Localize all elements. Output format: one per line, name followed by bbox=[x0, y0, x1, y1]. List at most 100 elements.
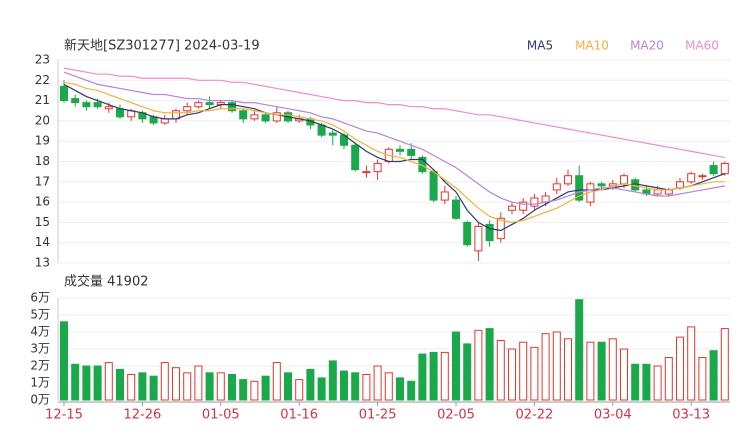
candle-body bbox=[60, 85, 68, 102]
x-tick-label: 02-22 bbox=[516, 408, 554, 423]
volume-bar bbox=[317, 377, 326, 401]
volume-bar bbox=[228, 374, 236, 401]
candle-body bbox=[116, 108, 124, 118]
y-tick-label: 3万 bbox=[30, 342, 50, 356]
y-tick-label: 21 bbox=[35, 93, 50, 107]
candle-body bbox=[474, 225, 483, 252]
y-tick-label: 18 bbox=[35, 154, 50, 168]
volume-bar bbox=[396, 377, 404, 401]
y-tick-label: 1万 bbox=[30, 376, 50, 390]
candle-body bbox=[552, 183, 561, 191]
y-tick-label: 13 bbox=[35, 256, 50, 270]
y-tick-label: 19 bbox=[35, 134, 50, 148]
volume-bar bbox=[183, 372, 192, 401]
y-tick-label: 0万 bbox=[30, 393, 50, 407]
volume-bar bbox=[239, 379, 248, 401]
candle-body bbox=[452, 199, 460, 219]
candle-body bbox=[575, 175, 584, 201]
candle-body bbox=[71, 98, 80, 104]
volume-bar bbox=[698, 357, 707, 401]
x-tick-label: 12-15 bbox=[45, 408, 83, 423]
candle-body bbox=[463, 221, 472, 246]
volume-bar bbox=[160, 362, 169, 401]
candle-body bbox=[239, 110, 248, 120]
volume-bar bbox=[642, 363, 651, 401]
volume-bar bbox=[272, 362, 281, 401]
x-tick-label: 03-04 bbox=[594, 408, 632, 423]
y-tick-label: 16 bbox=[35, 195, 50, 209]
candle-body bbox=[228, 102, 236, 112]
chart-title: 新天地[SZ301277] 2024-03-19 bbox=[64, 38, 260, 54]
y-tick-label: 22 bbox=[35, 73, 50, 87]
candle-body bbox=[709, 165, 718, 175]
volume-bar bbox=[463, 343, 472, 401]
volume-bar bbox=[530, 346, 539, 401]
volume-bar bbox=[575, 299, 584, 401]
legend-label: MA60 bbox=[685, 39, 719, 53]
candle-body bbox=[698, 175, 707, 178]
volume-bar bbox=[552, 331, 561, 401]
volume-bar bbox=[340, 370, 348, 401]
candle-body bbox=[429, 171, 438, 201]
x-tick-label: 02-05 bbox=[437, 408, 475, 423]
ma-line bbox=[63, 83, 726, 232]
volume-bar bbox=[328, 360, 337, 401]
candle-body bbox=[183, 106, 192, 112]
y-tick-label: 5万 bbox=[30, 308, 50, 322]
candle-body bbox=[530, 197, 539, 207]
volume-bar bbox=[60, 321, 68, 401]
candle-body bbox=[328, 132, 337, 136]
volume-bar bbox=[284, 372, 292, 401]
volume-bar bbox=[407, 380, 416, 401]
volume-bar bbox=[205, 372, 214, 401]
volume-bar bbox=[519, 341, 528, 401]
volume-bar bbox=[676, 336, 684, 401]
volume-bar bbox=[216, 372, 225, 401]
candle-body bbox=[519, 201, 528, 211]
candle-body bbox=[653, 189, 662, 195]
volume-bar bbox=[474, 329, 483, 401]
volume-bar bbox=[564, 338, 572, 401]
y-tick-label: 4万 bbox=[30, 325, 50, 339]
volume-bar bbox=[620, 348, 628, 401]
candle-body bbox=[261, 114, 270, 122]
volume-bar bbox=[149, 375, 158, 401]
ma-line bbox=[63, 71, 725, 205]
x-tick-label: 01-16 bbox=[280, 408, 318, 423]
candle-body bbox=[104, 106, 113, 110]
volume-bar bbox=[508, 348, 516, 401]
volume-bar bbox=[485, 328, 494, 401]
candle-body bbox=[194, 102, 203, 108]
candle-body bbox=[620, 175, 628, 185]
volume-bar bbox=[418, 353, 427, 401]
volume-bar bbox=[496, 340, 505, 401]
y-tick-label: 17 bbox=[35, 174, 50, 188]
y-tick-label: 14 bbox=[35, 235, 50, 249]
volume-bar bbox=[664, 357, 673, 401]
y-tick-label: 2万 bbox=[30, 359, 50, 373]
volume-bar bbox=[586, 341, 595, 401]
volume-bar bbox=[362, 374, 371, 401]
candle-body bbox=[687, 173, 696, 183]
volume-bar bbox=[116, 368, 124, 401]
candle-body bbox=[720, 163, 729, 175]
volume-bar bbox=[384, 372, 393, 401]
candle-body bbox=[160, 118, 169, 124]
volume-bar bbox=[71, 363, 80, 401]
candle-body bbox=[564, 175, 572, 185]
x-tick-label: 01-25 bbox=[359, 408, 397, 423]
volume-bar bbox=[440, 351, 449, 401]
volume-bar bbox=[172, 367, 180, 401]
volume-bar bbox=[687, 326, 696, 401]
volume-bar bbox=[720, 328, 729, 401]
candle-body bbox=[351, 144, 360, 171]
ma-line bbox=[63, 67, 725, 159]
y-tick-label: 15 bbox=[35, 215, 50, 229]
volume-bar bbox=[261, 375, 270, 401]
volume-bar bbox=[429, 351, 438, 401]
volume-bar bbox=[306, 368, 315, 401]
x-tick-label: 12-26 bbox=[124, 408, 162, 423]
volume-bar bbox=[194, 365, 203, 401]
volume-bar bbox=[93, 365, 102, 401]
